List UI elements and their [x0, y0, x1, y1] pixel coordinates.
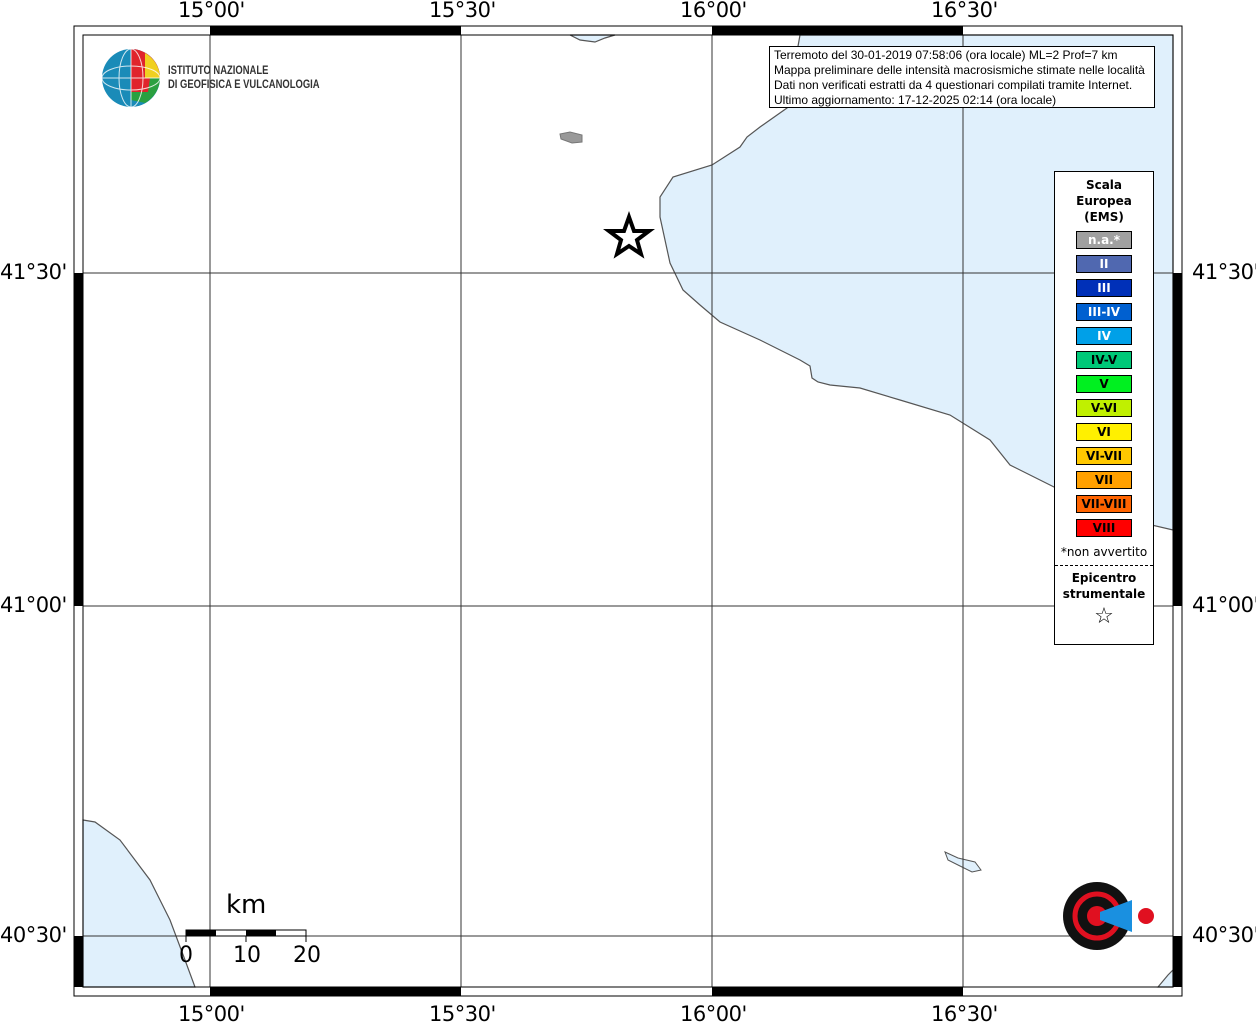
info-line: Mappa preliminare delle intensità macros… — [774, 63, 1145, 77]
legend-swatch: n.a.* — [1076, 231, 1132, 249]
lon-tick-bottom: 15°30' — [429, 1002, 496, 1026]
legend-swatch: II — [1076, 255, 1132, 273]
logo-line: DI GEOFISICA E VULCANOLOGIA — [168, 79, 320, 91]
legend-swatch: VIII — [1076, 519, 1132, 537]
scale-label: 10 — [233, 943, 261, 968]
legend-title-line: (EMS) — [1084, 210, 1124, 224]
info-line: Ultimo aggiornamento: 17-12-2025 02:14 (… — [774, 93, 1057, 107]
lat-tick-right: 41°30' — [1192, 260, 1256, 284]
epicenter-label-line: strumentale — [1062, 587, 1146, 601]
legend-title-line: Europea — [1076, 194, 1132, 208]
map-frame — [74, 26, 1182, 996]
scale-unit: km — [226, 890, 267, 920]
legend-swatch: IV — [1076, 327, 1132, 345]
legend-title-line: Scala — [1085, 178, 1123, 192]
legend-swatch: VII — [1076, 471, 1132, 489]
legend-swatch: V — [1076, 375, 1132, 393]
scale-label: 0 — [179, 943, 193, 968]
legend-swatch: VI — [1076, 423, 1132, 441]
lat-tick-right: 41°00' — [1192, 593, 1256, 617]
legend-swatch: III — [1076, 279, 1132, 297]
scale-bar — [185, 929, 307, 942]
logo-line: ISTITUTO NAZIONALE — [168, 65, 269, 77]
island — [559, 131, 583, 144]
lat-tick-left: 41°00' — [0, 593, 67, 617]
info-line: Terremoto del 30-01-2019 07:58:06 (ora l… — [774, 48, 1118, 62]
legend-swatch: VII-VIII — [1076, 495, 1132, 513]
legend-swatch: III-IV — [1076, 303, 1132, 321]
legend-title: Scala Europea (EMS) — [1055, 177, 1153, 225]
lon-tick-top: 15°00' — [178, 0, 245, 22]
epicenter-label-line: Epicentro — [1071, 571, 1137, 585]
ingv-logo-text: ISTITUTO NAZIONALE DI GEOFISICA E VULCAN… — [168, 64, 320, 92]
ems-legend: Scala Europea (EMS) n.a.* II III III-IV IV IV… — [1054, 171, 1154, 645]
hsit-logo-icon[interactable] — [1063, 882, 1154, 950]
star-icon: ☆ — [1094, 604, 1114, 629]
legend-swatch: V-VI — [1076, 399, 1132, 417]
lon-tick-bottom: 16°30' — [931, 1002, 998, 1026]
info-line: Dati non verificati estratti da 4 questi… — [774, 78, 1133, 92]
ingv-logo-globe-icon — [101, 48, 161, 108]
legend-divider — [1055, 565, 1153, 566]
lat-tick-left: 40°30' — [0, 923, 67, 947]
lat-tick-left: 41°30' — [0, 260, 67, 284]
lat-tick-right: 40°30' — [1192, 923, 1256, 947]
lon-tick-top: 16°30' — [931, 0, 998, 22]
lon-tick-bottom: 15°00' — [178, 1002, 245, 1026]
lon-tick-bottom: 16°00' — [680, 1002, 747, 1026]
legend-note: *non avvertito — [1060, 545, 1148, 559]
earthquake-info-box: Terremoto del 30-01-2019 07:58:06 (ora l… — [769, 46, 1155, 108]
lon-tick-top: 16°00' — [680, 0, 747, 22]
epicenter-star-icon[interactable] — [603, 211, 655, 259]
legend-swatch: IV-V — [1076, 351, 1132, 369]
lon-tick-top: 15°30' — [429, 0, 496, 22]
scale-label: 20 — [293, 943, 321, 968]
epicenter-label: Epicentro strumentale — [1055, 570, 1153, 602]
legend-swatch: VI-VII — [1076, 447, 1132, 465]
